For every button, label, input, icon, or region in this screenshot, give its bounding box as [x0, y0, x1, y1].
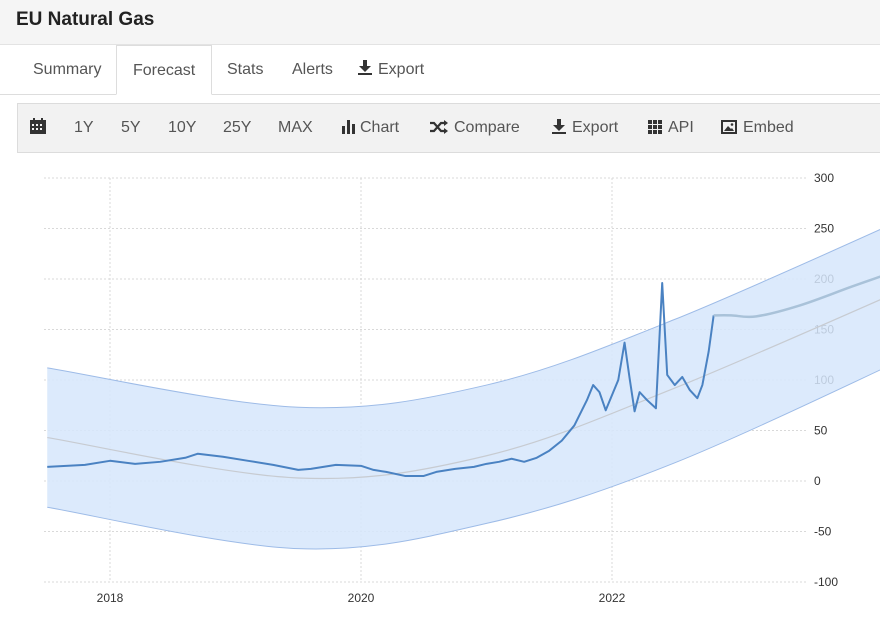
- range-1y-button[interactable]: 1Y: [74, 119, 94, 136]
- forecast-band: [47, 229, 880, 550]
- embed-label: Embed: [743, 119, 794, 136]
- title-bar: EU Natural Gas: [0, 0, 880, 45]
- tab-export[interactable]: Export: [342, 45, 440, 95]
- tab-summary[interactable]: Summary: [17, 45, 117, 95]
- y-tick-label: 50: [814, 424, 828, 438]
- x-tick-label: 2022: [599, 591, 626, 605]
- embed-button[interactable]: Embed: [721, 104, 794, 152]
- y-tick-label: 0: [814, 474, 821, 488]
- shuffle-icon: [430, 120, 448, 134]
- compare-button[interactable]: Compare: [430, 104, 520, 152]
- tab-summary-label: Summary: [33, 61, 102, 78]
- y-tick-label: 300: [814, 171, 834, 185]
- api-label: API: [668, 119, 694, 136]
- calendar-button[interactable]: [30, 104, 52, 152]
- export-button[interactable]: Export: [552, 104, 618, 152]
- tab-bar: Summary Forecast Stats Alerts Export: [0, 45, 880, 95]
- x-tick-label: 2018: [97, 591, 124, 605]
- compare-label: Compare: [454, 119, 520, 136]
- forecast-band-lower: [47, 369, 880, 550]
- chart-type-button[interactable]: Chart: [342, 104, 399, 152]
- forecast-band-upper: [47, 229, 880, 409]
- trend-line: [47, 299, 880, 480]
- y-tick-label: -50: [814, 525, 832, 539]
- tab-stats[interactable]: Stats: [211, 45, 279, 95]
- tab-alerts[interactable]: Alerts: [276, 45, 349, 95]
- range-10y-button[interactable]: 10Y: [168, 119, 197, 136]
- y-tick-label: 250: [814, 222, 834, 236]
- chart-toolbar: 1Y 5Y 10Y 25Y MAX Chart Compare Export: [17, 103, 880, 153]
- tab-stats-label: Stats: [227, 61, 264, 78]
- range-25y-button[interactable]: 25Y: [223, 119, 252, 136]
- bar-chart-icon: [342, 120, 355, 134]
- api-button[interactable]: API: [648, 104, 694, 152]
- page-title: EU Natural Gas: [16, 9, 155, 30]
- x-tick-label: 2020: [348, 591, 375, 605]
- range-5y-button[interactable]: 5Y: [121, 119, 141, 136]
- image-icon: [721, 120, 737, 134]
- calendar-icon: [30, 118, 46, 134]
- tab-alerts-label: Alerts: [292, 61, 333, 78]
- price-line: [47, 282, 715, 477]
- range-max-button[interactable]: MAX: [278, 119, 313, 136]
- tab-forecast[interactable]: Forecast: [116, 45, 213, 95]
- download-icon: [358, 60, 372, 75]
- forecast-line: [713, 275, 880, 319]
- y-tick-label: -100: [814, 575, 838, 589]
- chart-type-label: Chart: [360, 119, 400, 136]
- export-label: Export: [572, 119, 619, 136]
- tab-forecast-label: Forecast: [133, 62, 196, 79]
- tab-export-label: Export: [378, 61, 425, 78]
- download-icon: [552, 119, 566, 134]
- grid-icon: [648, 120, 662, 134]
